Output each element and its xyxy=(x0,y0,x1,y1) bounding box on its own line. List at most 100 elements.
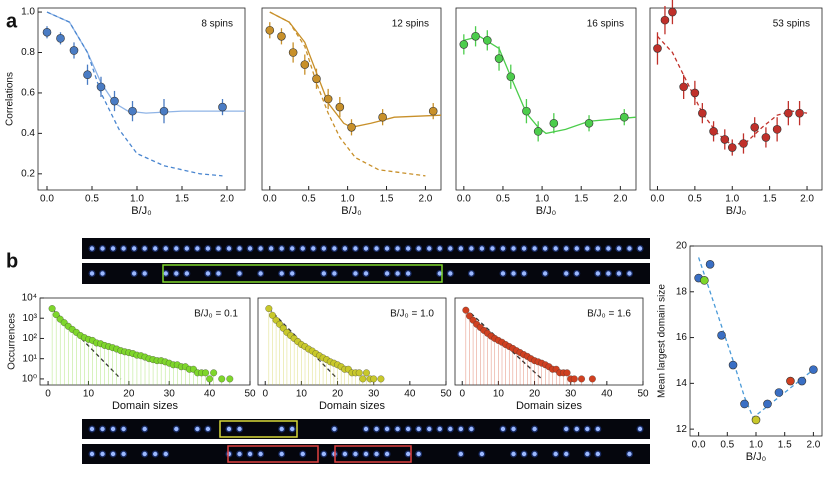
data-point xyxy=(226,375,234,383)
ion-glow xyxy=(510,245,518,252)
ion xyxy=(353,246,358,251)
ion-glow xyxy=(257,450,265,458)
x-axis-label: Domain sizes xyxy=(319,400,386,412)
data-point xyxy=(312,74,321,84)
ion xyxy=(321,246,327,251)
chart-title: 53 spins xyxy=(773,19,810,30)
ion-glow xyxy=(225,450,233,458)
ion xyxy=(131,246,137,251)
panel-label: b xyxy=(6,250,18,272)
ion-glow xyxy=(99,245,107,252)
x-tick-label: 0.5 xyxy=(302,194,316,205)
x-tick-label: 20 xyxy=(332,389,344,400)
ion xyxy=(458,451,464,457)
data-point xyxy=(679,82,688,92)
ion-glow xyxy=(99,270,107,277)
chart-title: 16 spins xyxy=(587,19,624,30)
ion xyxy=(121,451,126,457)
x-axis-label: Domain sizes xyxy=(516,400,583,412)
ion xyxy=(416,246,421,251)
data-point xyxy=(720,135,730,144)
data-point xyxy=(795,108,804,118)
ion xyxy=(89,451,95,457)
ion-glow xyxy=(467,245,475,252)
data-point xyxy=(728,360,738,370)
x-tick-label: 2.0 xyxy=(800,194,814,205)
data-point xyxy=(218,375,226,383)
ion xyxy=(121,246,126,251)
ion xyxy=(363,451,369,457)
ion xyxy=(300,451,305,457)
ion xyxy=(142,426,147,432)
ion-glow xyxy=(278,450,286,458)
data-point xyxy=(570,375,578,383)
x-axis-label: B/J₀ xyxy=(746,451,766,463)
ion-glow xyxy=(373,425,381,433)
ion-glow xyxy=(541,270,549,277)
ion-glow xyxy=(457,245,465,252)
ion xyxy=(279,451,284,457)
ion xyxy=(500,271,506,276)
ion-glow xyxy=(552,450,560,458)
ion xyxy=(353,451,358,457)
ion-glow xyxy=(604,270,612,277)
data-point xyxy=(750,123,759,132)
ion-glow xyxy=(499,425,507,433)
ion-glow xyxy=(425,245,433,252)
ion-glow xyxy=(120,245,128,252)
ion xyxy=(226,426,232,432)
ion xyxy=(521,246,527,251)
ion xyxy=(490,246,495,251)
plot-frame xyxy=(689,245,823,437)
ion xyxy=(100,451,105,457)
ion xyxy=(89,271,95,276)
ion-glow xyxy=(214,270,222,277)
ion xyxy=(363,426,369,432)
data-point xyxy=(42,27,52,37)
x-tick-label: 50 xyxy=(637,389,649,400)
y-tick-label: 12 xyxy=(676,424,688,435)
ion-glow xyxy=(204,425,212,433)
ion-glow xyxy=(478,450,486,458)
ion xyxy=(511,271,516,276)
x-tick-label: 50 xyxy=(244,389,256,400)
ion-glow xyxy=(615,245,623,252)
data-point xyxy=(370,375,378,383)
ion-glow xyxy=(457,450,465,458)
x-tick-label: 0.0 xyxy=(692,440,706,451)
x-tick-label: 0.5 xyxy=(688,194,702,205)
x-tick-label: 10 xyxy=(493,389,505,400)
ion xyxy=(448,271,453,276)
ion xyxy=(637,246,643,251)
ion-glow xyxy=(162,245,170,252)
x-tick-label: 1.0 xyxy=(725,194,739,205)
y-tick-label: 1.0 xyxy=(21,7,35,18)
ion-glow xyxy=(162,450,170,458)
ion-glow xyxy=(193,245,201,252)
ion-glow xyxy=(510,270,518,277)
y-axis-label: Correlations xyxy=(5,72,16,126)
ion xyxy=(448,246,453,251)
ion-glow xyxy=(583,450,591,458)
ion-glow xyxy=(183,270,191,277)
ion xyxy=(542,246,548,251)
x-axis-label: B/J₀ xyxy=(726,205,746,217)
data-point xyxy=(48,305,56,313)
data-point xyxy=(462,306,470,314)
ion xyxy=(500,246,506,251)
chart-title: B/J₀ = 1.6 xyxy=(587,309,631,320)
ion xyxy=(142,246,147,251)
ion xyxy=(321,271,327,276)
ion xyxy=(195,426,200,432)
theory-curve xyxy=(463,35,637,135)
y-axis-label: Mean largest domain size xyxy=(657,284,668,398)
ion xyxy=(405,451,411,457)
x-axis-label: B/J₀ xyxy=(341,205,361,217)
ion-glow xyxy=(351,245,359,252)
ion-glow xyxy=(562,245,570,252)
data-point xyxy=(359,375,367,383)
x-tick-label: 0 xyxy=(459,389,465,400)
chart-title: B/J₀ = 1.0 xyxy=(390,309,434,320)
data-point xyxy=(83,70,92,80)
ion xyxy=(311,246,316,251)
